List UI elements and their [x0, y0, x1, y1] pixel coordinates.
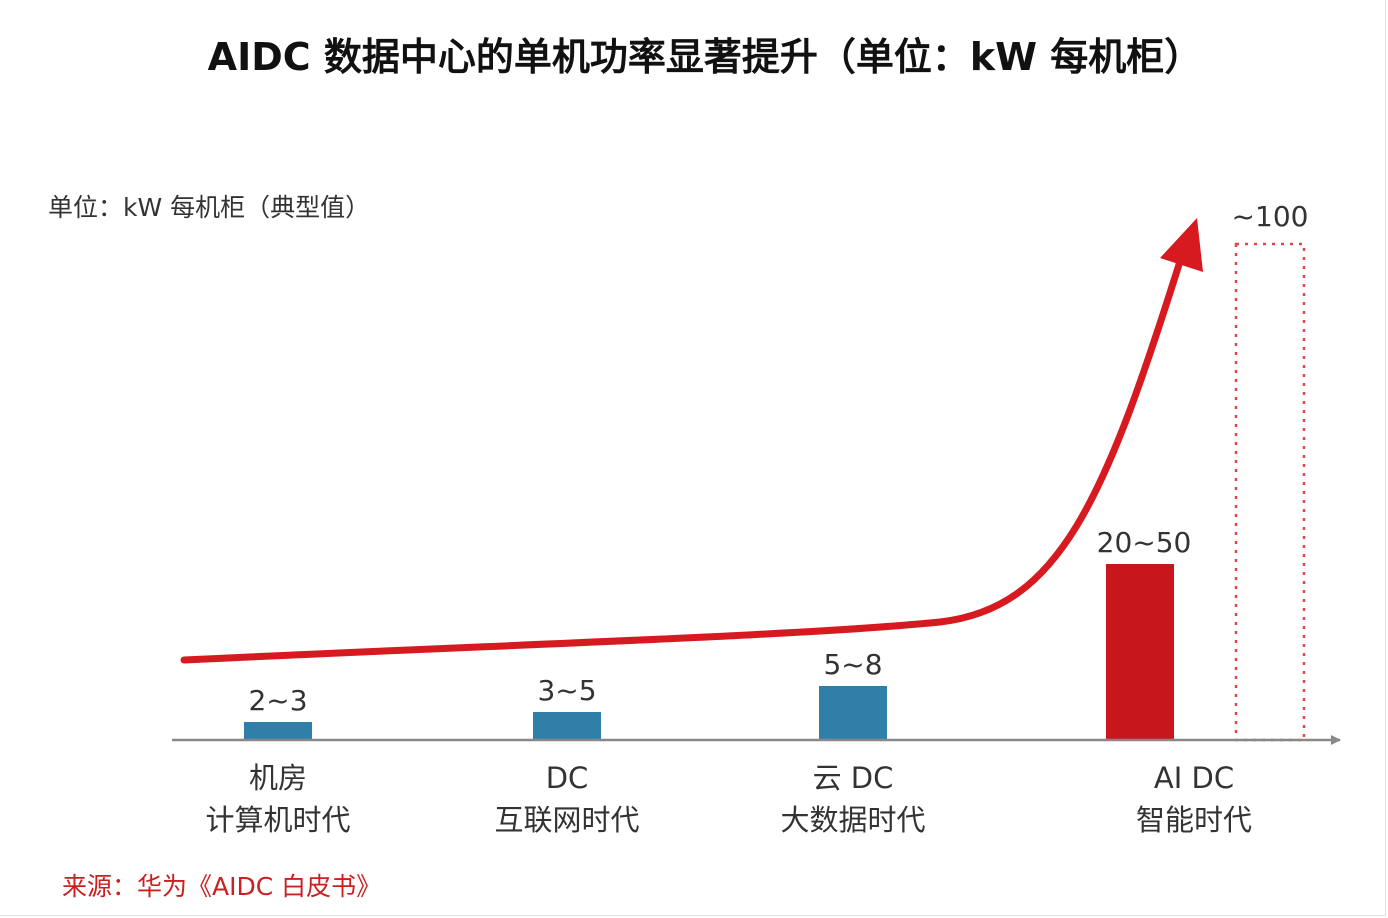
projected-value-label: ~100 [1232, 200, 1309, 233]
unit-label: 单位：kW 每机柜（典型值） [48, 193, 370, 222]
projected-bar [1234, 242, 1306, 742]
category-label-1-line-1: 机房 [249, 761, 307, 795]
value-label-3: 5~8 [823, 648, 882, 681]
bars-group [244, 564, 1174, 740]
bar-1 [244, 722, 312, 740]
source-note: 来源：华为《AIDC 白皮书》 [62, 872, 381, 901]
category-label-2-line-1: DC [546, 761, 589, 795]
category-label-3-line-1: 云 DC [813, 761, 894, 795]
category-label-3-line-2: 大数据时代 [780, 803, 925, 837]
category-label-4-line-2: 智能时代 [1136, 803, 1252, 837]
bar-2 [533, 712, 601, 740]
bar-4 [1106, 564, 1174, 740]
value-label-4: 20~50 [1097, 526, 1192, 559]
category-label-1-line-2: 计算机时代 [205, 803, 350, 837]
category-label-4-line-1: AI DC [1154, 761, 1234, 795]
chart-title: AIDC 数据中心的单机功率显著提升（单位：kW 每机柜） [208, 35, 1203, 79]
value-label-2: 3~5 [537, 674, 596, 707]
trend-arrowhead [1160, 218, 1203, 272]
bar-3 [819, 686, 887, 740]
trend-group [180, 218, 1203, 664]
projection-group: ~100 [1232, 200, 1309, 742]
value-label-1: 2~3 [248, 684, 307, 717]
trend-curve [180, 251, 1186, 664]
category-label-2-line-2: 互联网时代 [494, 803, 639, 837]
value-labels-group: 2~3 3~5 5~8 20~50 [248, 526, 1191, 717]
